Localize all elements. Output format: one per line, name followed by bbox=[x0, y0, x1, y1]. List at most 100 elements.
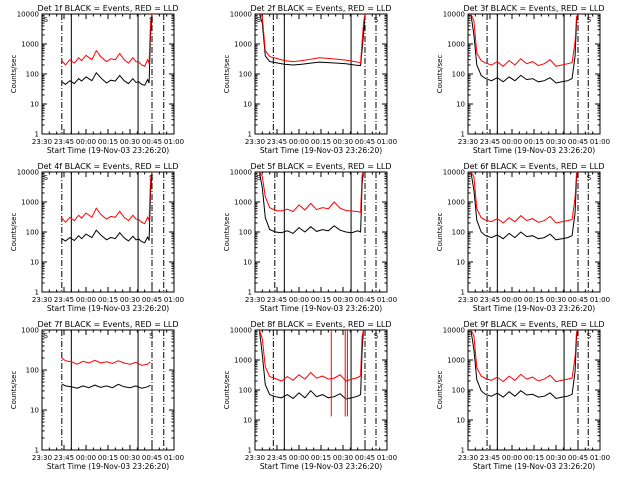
x-axis-label: Start Time (19-Nov-03 23:26:20) bbox=[473, 462, 595, 471]
saturation-marker: S bbox=[149, 174, 154, 182]
x-tick-label: 00:15 bbox=[98, 296, 118, 304]
x-tick-label: 00:30 bbox=[546, 138, 566, 146]
saturation-marker: S bbox=[256, 174, 261, 182]
series-line-lld bbox=[61, 172, 154, 225]
x-tick-label: 01:00 bbox=[377, 454, 397, 462]
detector-panel-8: Det 8f BLACK = Events, RED = LLD 1 10 100 10… bbox=[223, 320, 397, 471]
x-tick-label: 23:30 bbox=[245, 454, 265, 462]
x-axis-label: Start Time (19-Nov-03 23:26:20) bbox=[473, 146, 595, 155]
saturation-marker: S bbox=[256, 16, 261, 24]
detector-panel-2: Det 2f BLACK = Events, RED = LLD 1 10 100 10… bbox=[223, 4, 397, 155]
plot-title: Det 2f BLACK = Events, RED = LLD bbox=[250, 4, 391, 13]
x-tick-label: 23:45 bbox=[54, 454, 74, 462]
plot-data bbox=[470, 330, 589, 450]
plot-frame bbox=[467, 171, 601, 293]
series-line-lld bbox=[470, 172, 579, 224]
y-tick-label: 1 bbox=[35, 447, 39, 455]
y-axis-label: Counts/sec bbox=[10, 55, 18, 94]
x-tick-label: 00:45 bbox=[142, 454, 162, 462]
y-tick-label: 1 bbox=[461, 447, 465, 455]
y-axis-label: Counts/sec bbox=[223, 55, 231, 94]
x-tick-label: 00:45 bbox=[142, 296, 162, 304]
y-tick-label: 1 bbox=[248, 447, 252, 455]
x-tick-label: 00:15 bbox=[311, 138, 331, 146]
series-line-lld bbox=[61, 357, 151, 366]
series-line-events bbox=[258, 14, 366, 67]
series-line-events bbox=[470, 14, 579, 84]
x-tick-label: 00:30 bbox=[333, 296, 353, 304]
plot-title: Det 5f BLACK = Events, RED = LLD bbox=[250, 162, 391, 171]
saturation-marker: S bbox=[149, 16, 154, 24]
y-axis-label: Counts/sec bbox=[436, 55, 444, 94]
plot-title: Det 1f BLACK = Events, RED = LLD bbox=[37, 4, 178, 13]
saturation-marker: S bbox=[374, 332, 379, 340]
y-tick-label: 10 bbox=[243, 101, 252, 109]
y-tick-label: 1 bbox=[248, 131, 252, 139]
saturation-marker: S bbox=[43, 174, 48, 182]
series-line-events bbox=[470, 172, 579, 241]
plot-data bbox=[470, 14, 589, 134]
y-tick-label: 10 bbox=[456, 417, 465, 425]
plot-title: Det 3f BLACK = Events, RED = LLD bbox=[463, 4, 604, 13]
x-tick-label: 00:30 bbox=[120, 296, 140, 304]
x-tick-label: 00:45 bbox=[142, 138, 162, 146]
x-tick-label: 00:15 bbox=[524, 138, 544, 146]
x-tick-label: 01:00 bbox=[377, 296, 397, 304]
series-line-lld bbox=[258, 330, 364, 382]
plot-data bbox=[258, 330, 377, 450]
plot-data bbox=[470, 172, 589, 292]
plot-frame bbox=[254, 329, 388, 451]
series-line-events bbox=[258, 330, 364, 400]
series-line-events bbox=[61, 14, 154, 86]
y-tick-label: 10 bbox=[243, 417, 252, 425]
x-tick-label: 00:00 bbox=[502, 454, 522, 462]
y-tick-label: 1000 bbox=[234, 199, 252, 207]
plot-data bbox=[61, 172, 165, 292]
x-tick-label: 23:45 bbox=[480, 138, 500, 146]
plot-title: Det 8f BLACK = Events, RED = LLD bbox=[250, 320, 391, 329]
y-tick-label: 1000 bbox=[234, 41, 252, 49]
x-tick-label: 23:30 bbox=[245, 296, 265, 304]
x-tick-label: 00:00 bbox=[289, 296, 309, 304]
x-tick-label: 23:30 bbox=[32, 138, 52, 146]
y-axis-label: Counts/sec bbox=[436, 213, 444, 252]
y-tick-label: 100 bbox=[239, 71, 252, 79]
x-tick-label: 01:00 bbox=[377, 138, 397, 146]
saturation-marker: S bbox=[587, 16, 592, 24]
y-tick-label: 1 bbox=[461, 131, 465, 139]
saturation-marker: S bbox=[587, 174, 592, 182]
y-tick-label: 1 bbox=[35, 131, 39, 139]
detector-panel-9: Det 9f BLACK = Events, RED = LLD 1 10 100 10… bbox=[436, 320, 610, 471]
series-line-lld bbox=[470, 14, 579, 67]
x-tick-label: 00:45 bbox=[355, 138, 375, 146]
y-tick-label: 1000 bbox=[447, 41, 465, 49]
x-axis-label: Start Time (19-Nov-03 23:26:20) bbox=[473, 304, 595, 313]
y-tick-label: 1 bbox=[461, 289, 465, 297]
x-tick-label: 00:00 bbox=[76, 138, 96, 146]
x-tick-label: 23:45 bbox=[54, 138, 74, 146]
plot-data bbox=[258, 172, 377, 292]
series-line-lld bbox=[470, 330, 579, 383]
y-tick-label: 100 bbox=[239, 229, 252, 237]
x-tick-label: 23:30 bbox=[458, 138, 478, 146]
detector-panel-3: Det 3f BLACK = Events, RED = LLD 1 10 100 10… bbox=[436, 4, 610, 155]
series-line-events bbox=[258, 172, 364, 234]
plot-data bbox=[258, 14, 377, 134]
y-tick-label: 10000 bbox=[230, 11, 252, 19]
y-axis-label: Counts/sec bbox=[436, 371, 444, 410]
y-tick-label: 10000 bbox=[443, 327, 465, 335]
y-tick-label: 10000 bbox=[443, 169, 465, 177]
series-line-lld bbox=[259, 14, 366, 64]
x-tick-label: 00:00 bbox=[289, 138, 309, 146]
y-tick-label: 10000 bbox=[17, 169, 39, 177]
y-tick-label: 10000 bbox=[443, 11, 465, 19]
x-axis-label: Start Time (19-Nov-03 23:26:20) bbox=[47, 304, 169, 313]
x-tick-label: 01:00 bbox=[164, 454, 184, 462]
series-line-events bbox=[61, 172, 154, 244]
x-tick-label: 00:30 bbox=[333, 138, 353, 146]
plot-title: Det 9f BLACK = Events, RED = LLD bbox=[463, 320, 604, 329]
series-line-events bbox=[61, 383, 151, 389]
y-tick-label: 100 bbox=[452, 71, 465, 79]
y-tick-label: 1 bbox=[35, 289, 39, 297]
y-tick-label: 10 bbox=[30, 259, 39, 267]
